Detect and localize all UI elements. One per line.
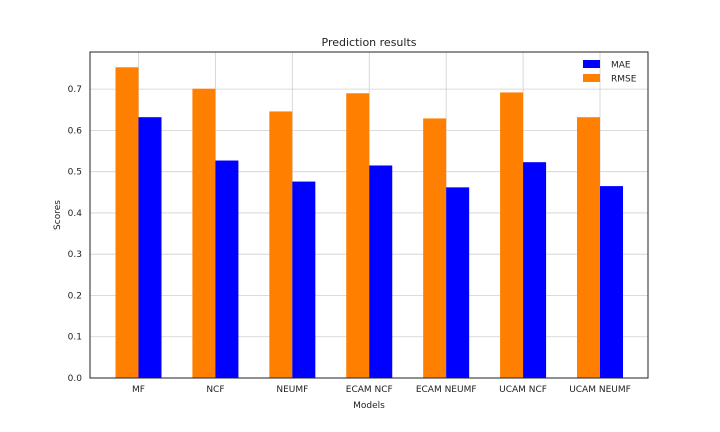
chart-title: Prediction results [322,36,417,49]
y-axis-title: Scores [53,200,63,230]
bar-rmse [115,67,139,378]
x-tick-label: NEUMF [276,385,308,395]
x-tick-label: UCAM NCF [499,385,547,395]
bar-mae [600,186,623,378]
bar-mae [369,165,393,378]
x-tick-label: ECAM NEUMF [416,385,477,395]
y-tick-label: 0.3 [68,250,82,260]
legend-swatch-mae [583,60,600,68]
bar-rmse [269,111,293,378]
x-tick-label: NCF [206,385,224,395]
legend-label-mae: MAE [611,61,631,71]
x-axis-title: Models [353,401,385,411]
bars [115,67,623,379]
bar-rmse [192,88,216,378]
legend: MAE RMSE [583,60,637,85]
bar-mae [292,181,316,378]
axis-ticks: 0.0 0.1 0.2 0.3 0.4 0.5 0.6 0.7 MF NCF NEUMF ECAM N… [68,85,631,395]
bar-rmse [577,117,600,378]
y-tick-label: 0.1 [68,333,82,343]
y-tick-label: 0.7 [68,85,82,95]
x-tick-label: ECAM NCF [346,385,393,395]
x-tick-label: MF [132,385,145,395]
y-tick-label: 0.5 [68,168,82,178]
y-tick-label: 0.2 [68,291,82,301]
bar-mae [446,187,470,378]
bar-mae [215,160,239,378]
plot-frame [89,51,649,379]
legend-label-rmse: RMSE [611,75,637,85]
legend-swatch-rmse [583,74,600,82]
bar-rmse [346,93,370,379]
bar-mae [523,162,547,378]
y-tick-label: 0.0 [68,374,83,384]
bar-rmse [423,118,447,378]
bar-rmse [500,92,524,379]
y-tick-label: 0.6 [68,126,83,136]
x-tick-label: UCAM NEUMF [569,385,631,395]
bar-mae [138,117,162,378]
y-tick-label: 0.4 [68,209,83,219]
